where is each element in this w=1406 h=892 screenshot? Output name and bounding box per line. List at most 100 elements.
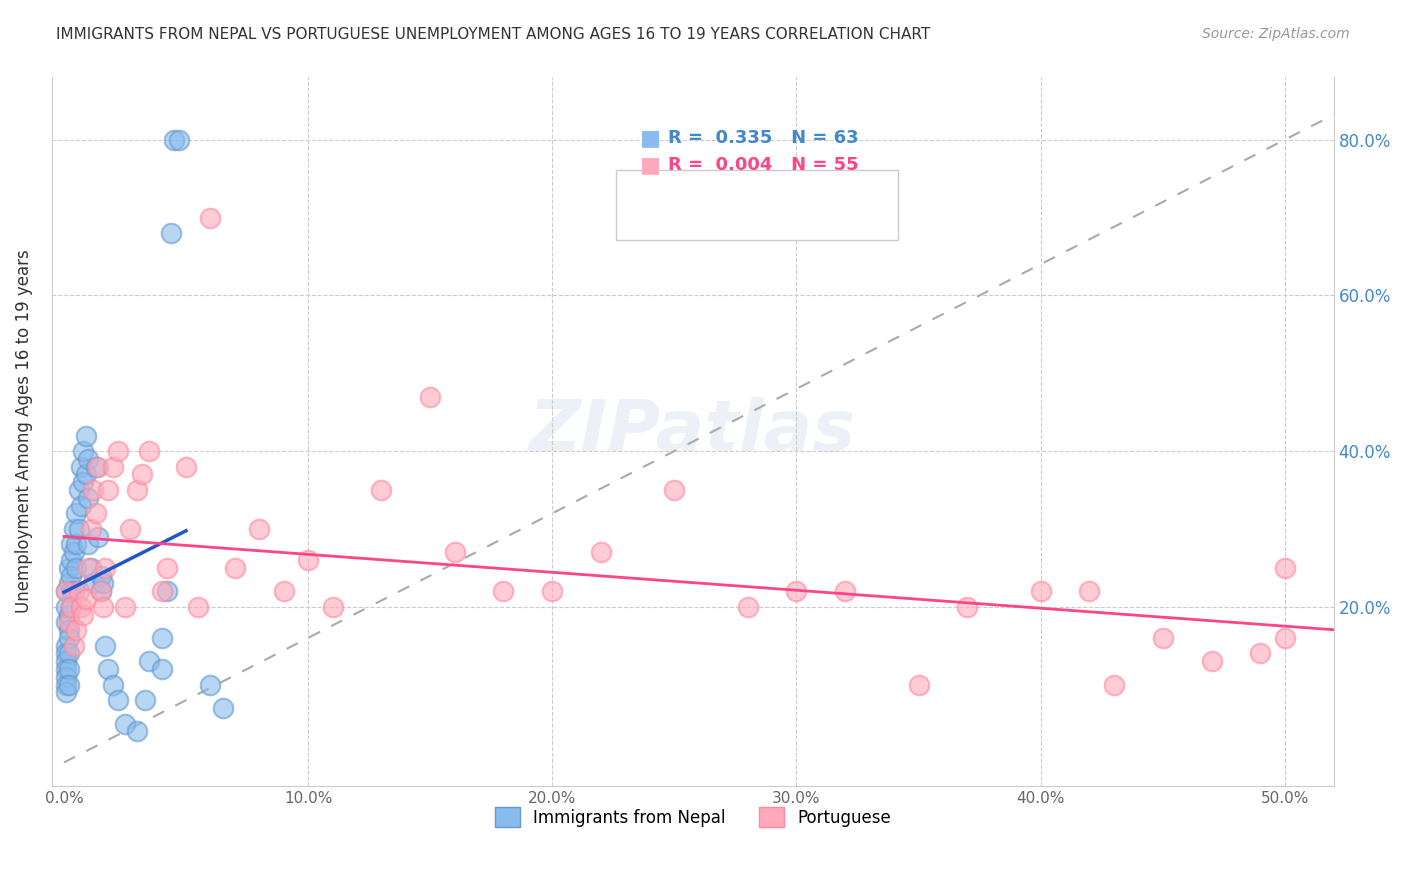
Immigrants from Nepal xyxy=(55,654,77,668)
Immigrants from Nepal xyxy=(163,133,186,147)
Immigrants from Nepal xyxy=(75,428,97,442)
Immigrants from Nepal xyxy=(167,133,190,147)
Legend: Immigrants from Nepal, Portuguese: Immigrants from Nepal, Portuguese xyxy=(488,800,897,834)
Portuguese xyxy=(58,615,80,630)
Portuguese xyxy=(1152,631,1174,645)
Immigrants from Nepal xyxy=(58,576,80,591)
Portuguese xyxy=(1201,654,1223,668)
Immigrants from Nepal xyxy=(84,459,107,474)
Portuguese xyxy=(138,444,160,458)
Immigrants from Nepal xyxy=(60,568,83,582)
Immigrants from Nepal xyxy=(62,584,84,599)
Immigrants from Nepal xyxy=(55,584,77,599)
Immigrants from Nepal xyxy=(55,662,77,676)
Immigrants from Nepal xyxy=(107,693,129,707)
Immigrants from Nepal xyxy=(62,522,84,536)
Portuguese xyxy=(200,211,222,225)
Immigrants from Nepal xyxy=(67,483,90,497)
Immigrants from Nepal xyxy=(127,724,149,739)
Immigrants from Nepal xyxy=(77,537,100,551)
Immigrants from Nepal xyxy=(55,677,77,691)
Portuguese xyxy=(131,467,153,482)
Immigrants from Nepal xyxy=(211,701,233,715)
Immigrants from Nepal xyxy=(75,467,97,482)
Portuguese xyxy=(297,553,319,567)
Portuguese xyxy=(150,584,173,599)
Immigrants from Nepal xyxy=(70,499,93,513)
Immigrants from Nepal xyxy=(58,631,80,645)
Portuguese xyxy=(224,561,246,575)
Immigrants from Nepal xyxy=(77,491,100,505)
Portuguese xyxy=(127,483,149,497)
Portuguese xyxy=(62,639,84,653)
Portuguese xyxy=(907,677,929,691)
Immigrants from Nepal xyxy=(55,615,77,630)
Portuguese xyxy=(101,459,124,474)
Immigrants from Nepal xyxy=(62,545,84,559)
Immigrants from Nepal xyxy=(70,459,93,474)
Portuguese xyxy=(60,599,83,614)
Portuguese xyxy=(84,506,107,520)
Portuguese xyxy=(273,584,295,599)
Immigrants from Nepal xyxy=(134,693,156,707)
Text: R =  0.004   N = 55: R = 0.004 N = 55 xyxy=(668,156,859,174)
Portuguese xyxy=(90,584,112,599)
Immigrants from Nepal xyxy=(55,685,77,699)
Portuguese xyxy=(80,522,103,536)
Portuguese xyxy=(370,483,392,497)
Portuguese xyxy=(77,561,100,575)
Immigrants from Nepal xyxy=(65,506,87,520)
Portuguese xyxy=(114,599,136,614)
Y-axis label: Unemployment Among Ages 16 to 19 years: Unemployment Among Ages 16 to 19 years xyxy=(15,250,32,614)
Immigrants from Nepal xyxy=(58,561,80,575)
Immigrants from Nepal xyxy=(58,623,80,637)
Immigrants from Nepal xyxy=(55,599,77,614)
Portuguese xyxy=(737,599,759,614)
Portuguese xyxy=(97,483,120,497)
Immigrants from Nepal xyxy=(90,584,112,599)
Text: ■: ■ xyxy=(640,155,661,175)
Portuguese xyxy=(1102,677,1125,691)
Immigrants from Nepal xyxy=(67,522,90,536)
Immigrants from Nepal xyxy=(65,561,87,575)
Immigrants from Nepal xyxy=(101,677,124,691)
Immigrants from Nepal xyxy=(90,568,112,582)
Immigrants from Nepal xyxy=(60,553,83,567)
Immigrants from Nepal xyxy=(60,537,83,551)
Immigrants from Nepal xyxy=(58,607,80,622)
Immigrants from Nepal xyxy=(72,444,94,458)
Portuguese xyxy=(187,599,209,614)
Portuguese xyxy=(65,623,87,637)
Immigrants from Nepal xyxy=(80,561,103,575)
Portuguese xyxy=(67,584,90,599)
Immigrants from Nepal xyxy=(160,226,183,240)
Portuguese xyxy=(322,599,344,614)
Portuguese xyxy=(247,522,270,536)
Portuguese xyxy=(91,599,114,614)
Portuguese xyxy=(1078,584,1101,599)
Portuguese xyxy=(87,459,110,474)
Portuguese xyxy=(155,561,177,575)
Portuguese xyxy=(70,599,93,614)
Immigrants from Nepal xyxy=(97,662,120,676)
Portuguese xyxy=(107,444,129,458)
Text: ■: ■ xyxy=(640,128,661,148)
Immigrants from Nepal xyxy=(58,677,80,691)
Immigrants from Nepal xyxy=(55,639,77,653)
Portuguese xyxy=(419,390,441,404)
Portuguese xyxy=(443,545,465,559)
Immigrants from Nepal xyxy=(60,599,83,614)
Text: R =  0.335   N = 63: R = 0.335 N = 63 xyxy=(668,129,859,147)
Immigrants from Nepal xyxy=(200,677,222,691)
Immigrants from Nepal xyxy=(155,584,177,599)
Portuguese xyxy=(834,584,856,599)
Text: ZIPatlas: ZIPatlas xyxy=(529,397,856,467)
Immigrants from Nepal xyxy=(72,475,94,490)
Immigrants from Nepal xyxy=(55,670,77,684)
Portuguese xyxy=(75,591,97,606)
Immigrants from Nepal xyxy=(58,647,80,661)
Immigrants from Nepal xyxy=(114,716,136,731)
Immigrants from Nepal xyxy=(150,662,173,676)
Immigrants from Nepal xyxy=(65,537,87,551)
Immigrants from Nepal xyxy=(55,647,77,661)
